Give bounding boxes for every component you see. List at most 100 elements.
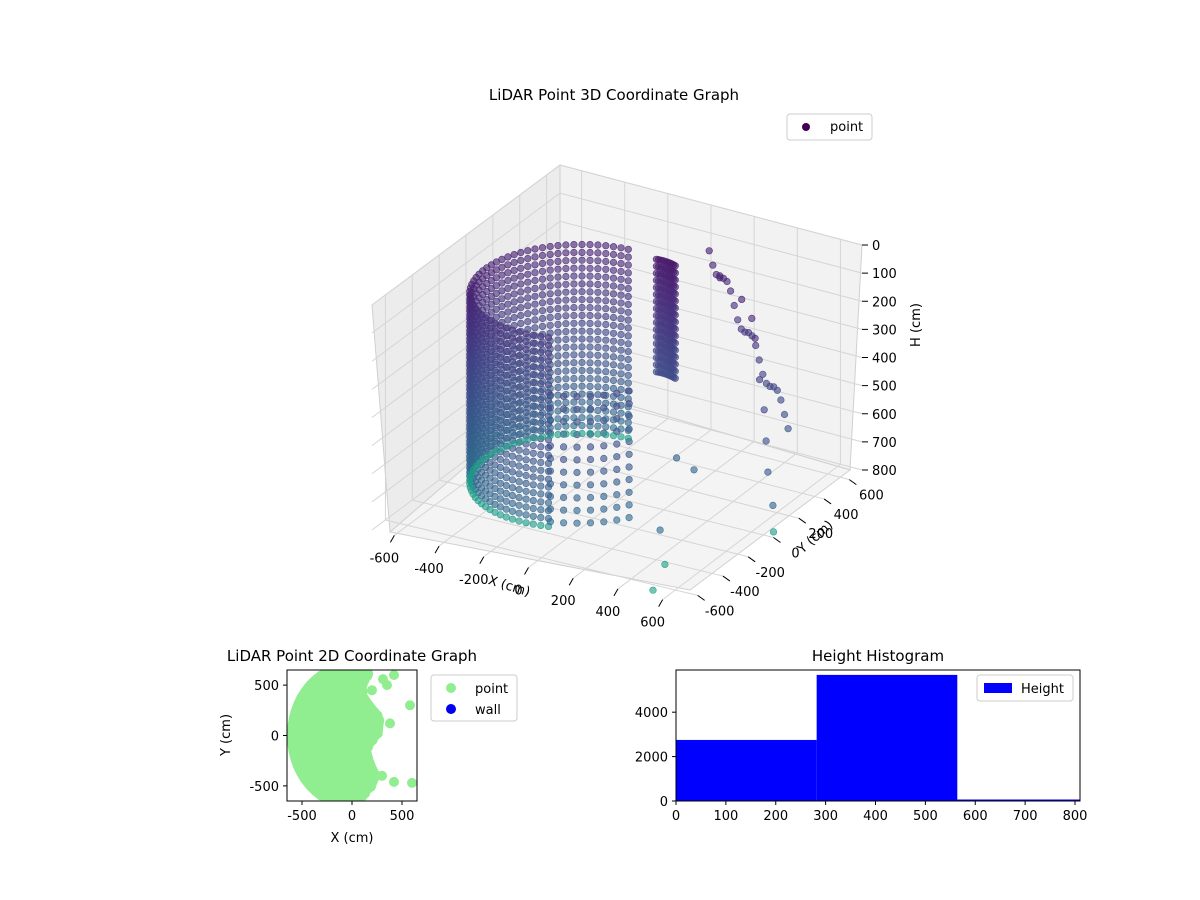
point-3d [570, 272, 578, 280]
point-3d [586, 272, 594, 280]
point-3d [602, 297, 610, 305]
point-3d [546, 282, 554, 290]
point-3d [546, 442, 555, 450]
y-tick-3d [798, 517, 807, 524]
y-tick-label-3d: 400 [834, 508, 859, 523]
grid-line-h [371, 248, 863, 390]
point-3d [657, 369, 665, 377]
point-3d [498, 342, 506, 350]
point-3d [586, 374, 594, 383]
point-3d [498, 326, 506, 334]
point-3d [562, 304, 570, 312]
point-3d [546, 361, 554, 369]
point-3d [546, 505, 555, 513]
point-3d [559, 468, 568, 476]
x-tick-label-3d: -600 [370, 551, 400, 566]
point-3d [570, 382, 578, 390]
point-3d [559, 455, 568, 464]
point-3d [609, 432, 618, 440]
point-3d [522, 456, 530, 464]
point-3d [578, 280, 586, 288]
point-3d [554, 375, 562, 384]
point-3d [578, 390, 586, 398]
point-3d [498, 444, 506, 453]
point-3d [538, 299, 547, 307]
point-3d [515, 446, 523, 454]
point-3d [531, 347, 539, 356]
point-3d [538, 346, 547, 354]
point-3d [498, 263, 506, 271]
point-3d [504, 426, 512, 434]
point-3d [522, 511, 530, 519]
point-3d [538, 393, 547, 401]
point-3d [517, 319, 525, 328]
point-3d [609, 424, 618, 432]
point-3d [609, 416, 618, 424]
point-3d [522, 464, 530, 472]
point-3d [586, 519, 595, 527]
point-3d [517, 398, 525, 406]
point-3d [515, 493, 523, 502]
point-3d [602, 242, 610, 250]
point-3d [531, 371, 539, 379]
point-3d [586, 319, 594, 328]
point-3d [537, 451, 545, 459]
point-3d [624, 371, 632, 379]
point-3d [602, 431, 610, 439]
point-3d [546, 298, 554, 306]
point-3d [617, 433, 625, 441]
point-3d [510, 274, 518, 282]
point-3d [617, 409, 625, 417]
point-3d [529, 520, 537, 528]
point-3d [498, 373, 506, 382]
point-3d [624, 348, 632, 356]
point-3d [524, 310, 532, 318]
point-3d [546, 467, 555, 475]
point-3d [537, 521, 545, 530]
point-3d [609, 321, 618, 330]
point-3d [517, 390, 525, 398]
point-3d [586, 304, 594, 312]
point-3d [624, 324, 632, 332]
point-3d [504, 308, 512, 316]
point-3d [586, 443, 595, 451]
point-3d [586, 241, 594, 249]
point-3d [510, 258, 518, 267]
point-3d [602, 257, 610, 266]
point-3d [524, 247, 532, 255]
z-tick-label-3d: 500 [872, 380, 897, 395]
point-3d [594, 288, 602, 296]
point-3d [617, 307, 625, 315]
y-tick-label-2d: 500 [254, 679, 279, 694]
point-3d [531, 418, 539, 426]
point-3d [546, 384, 554, 392]
point-3d [624, 340, 632, 348]
point-3d [524, 349, 532, 357]
point-3d [594, 359, 602, 367]
point-3d [570, 319, 578, 327]
y-tick-label-3d: 600 [859, 489, 884, 504]
point-3d [586, 256, 594, 265]
point-3d [508, 468, 517, 476]
point-3d [510, 361, 518, 369]
point-3d [609, 329, 618, 337]
point-3d [609, 361, 618, 369]
point-3d [537, 466, 545, 474]
point-3d [562, 280, 570, 288]
point-3d [624, 285, 632, 293]
point-3d [617, 260, 625, 268]
point-3d [570, 335, 578, 343]
point-3d [602, 391, 610, 399]
point-3d [529, 481, 537, 489]
point-3d [508, 492, 517, 500]
point-3d [762, 437, 770, 445]
legend-histogram-box [976, 674, 1074, 702]
point-3d [755, 376, 764, 384]
point-3d [602, 383, 610, 392]
point-3d [617, 252, 625, 260]
y-tick-label-3d: 200 [808, 527, 833, 542]
point-3d [594, 257, 602, 265]
point-3d [570, 359, 578, 367]
point-3d [498, 318, 506, 327]
y-tick-label-histogram: 4000 [635, 706, 668, 721]
